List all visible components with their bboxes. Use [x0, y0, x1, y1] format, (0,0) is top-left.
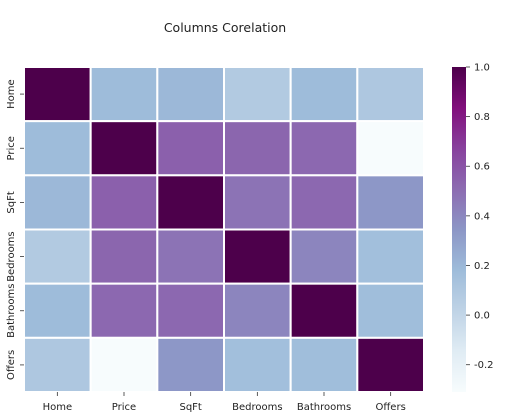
- heatmap-cells: [23, 66, 426, 394]
- heatmap-cell-home-bathrooms: [289, 66, 359, 123]
- heatmap-cell-bathrooms-sqft: [156, 282, 225, 339]
- y-tick-label: Bathrooms: [6, 284, 17, 338]
- heatmap-cell-price-offers: [356, 120, 426, 177]
- x-tick-label: Bedrooms: [232, 402, 282, 413]
- heatmap-cell-sqft-home: [23, 174, 92, 231]
- heatmap-cell-home-sqft: [156, 66, 225, 123]
- y-tick-label: Price: [6, 136, 17, 160]
- heatmap-cell-price-bedrooms: [223, 120, 292, 177]
- heatmap-cell-bathrooms-bathrooms: [289, 282, 359, 339]
- heatmap-cell-bedrooms-home: [23, 228, 92, 285]
- heatmap-cell-offers-bathrooms: [289, 336, 359, 394]
- heatmap-cell-offers-bedrooms: [223, 336, 292, 394]
- heatmap-cell-home-offers: [356, 66, 426, 123]
- heatmap-cell-sqft-price: [89, 174, 159, 231]
- heatmap-cell-bathrooms-price: [89, 282, 159, 339]
- heatmap-cell-offers-home: [23, 336, 92, 394]
- colorbar-tick-label: -0.2: [474, 360, 494, 371]
- heatmap-cell-sqft-bathrooms: [289, 174, 359, 231]
- y-tick-label: Home: [6, 79, 17, 109]
- heatmap-cell-bathrooms-offers: [356, 282, 426, 339]
- x-tick-label: Home: [43, 402, 73, 413]
- heatmap-cell-bedrooms-sqft: [156, 228, 225, 285]
- colorbar-tick-label: 0.8: [474, 112, 490, 123]
- x-tick-label: Bathrooms: [297, 402, 351, 413]
- colorbar-tick-label: 0.0: [474, 311, 490, 322]
- heatmap-cell-price-bathrooms: [289, 120, 359, 177]
- colorbar-tick-label: 0.4: [474, 211, 490, 222]
- y-tick-label: Offers: [6, 350, 17, 380]
- heatmap-cell-home-bedrooms: [223, 66, 292, 123]
- colorbar-ticks: -0.2 0.0 0.2 0.4 0.6 0.8 1.0: [466, 63, 494, 371]
- chart-title: Columns Corelation: [164, 20, 286, 35]
- y-tick-label: Bedrooms: [6, 231, 17, 281]
- heatmap-cell-bedrooms-bedrooms: [223, 228, 292, 285]
- heatmap-cell-offers-price: [89, 336, 159, 394]
- heatmap-cell-home-price: [89, 66, 159, 123]
- heatmap-cell-offers-offers: [356, 336, 426, 394]
- heatmap-cell-price-sqft: [156, 120, 225, 177]
- heatmap-cell-bathrooms-home: [23, 282, 92, 339]
- heatmap-cell-sqft-offers: [356, 174, 426, 231]
- heatmap-cell-offers-sqft: [156, 336, 225, 394]
- heatmap-cell-sqft-sqft: [156, 174, 225, 231]
- heatmap-cell-sqft-bedrooms: [223, 174, 292, 231]
- x-tick-label: Price: [112, 402, 136, 413]
- colorbar-gradient: [452, 67, 466, 392]
- colorbar-tick-label: 1.0: [474, 63, 490, 74]
- y-tick-labels: Home Price SqFt Bedrooms Bathrooms Offers: [6, 79, 24, 380]
- heatmap-cell-bedrooms-price: [89, 228, 159, 285]
- heatmap-cell-price-price: [89, 120, 159, 177]
- heatmap-cell-bedrooms-bathrooms: [289, 228, 359, 285]
- colorbar: -0.2 0.0 0.2 0.4 0.6 0.8 1.0: [452, 63, 494, 392]
- colorbar-tick-label: 0.6: [474, 162, 490, 173]
- heatmap-cell-home-home: [23, 66, 92, 123]
- heatmap-cell-price-home: [23, 120, 92, 177]
- x-tick-labels: Home Price SqFt Bedrooms Bathrooms Offers: [43, 392, 406, 413]
- heatmap-cell-bedrooms-offers: [356, 228, 426, 285]
- heatmap-cell-bathrooms-bedrooms: [223, 282, 292, 339]
- colorbar-tick-label: 0.2: [474, 261, 490, 272]
- x-tick-label: Offers: [376, 402, 406, 413]
- x-tick-label: SqFt: [179, 402, 201, 413]
- y-tick-label: SqFt: [6, 191, 17, 213]
